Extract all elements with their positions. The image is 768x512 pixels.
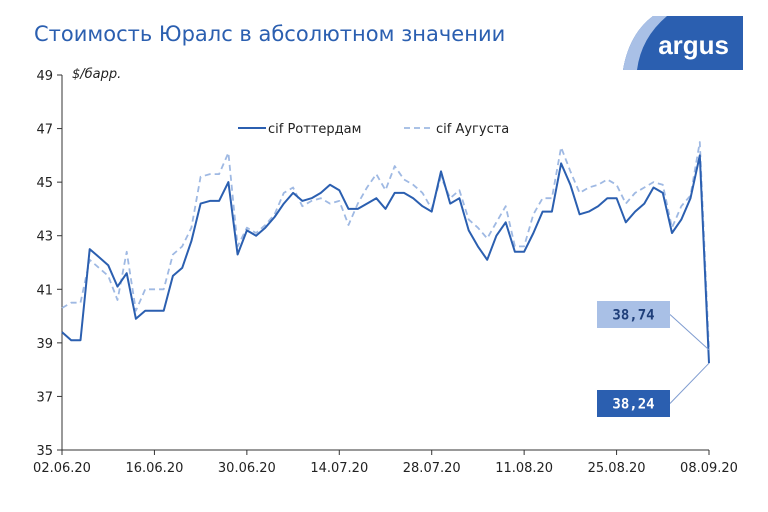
x-tick-labels: 02.06.20 16.06.20 30.06.20 14.07.20 28.07.20…	[33, 461, 738, 476]
x-tick-label: 25.08.20	[588, 461, 646, 476]
y-tick-label: 47	[36, 123, 53, 138]
series-line-rotterdam	[61, 154, 710, 364]
x-tick-label: 08.09.20	[680, 461, 738, 476]
y-tick-labels: 35 37 39 41 43 45 47 49	[36, 69, 53, 459]
y-tick-label: 41	[36, 283, 53, 298]
legend-label-rotterdam: cif Роттердам	[268, 122, 361, 137]
callout-label-rotterdam: 38,24	[612, 397, 654, 413]
series-lines	[61, 141, 710, 364]
legend-label-augusta: cif Аугуста	[436, 122, 509, 137]
y-axis-unit-label: $/барр.	[72, 67, 121, 82]
axes	[57, 74, 710, 455]
x-tick-label: 28.07.20	[403, 461, 461, 476]
logo-text: argus	[658, 30, 729, 60]
x-tick-label: 30.06.20	[218, 461, 276, 476]
data-callouts: 38,74 38,24	[597, 301, 710, 417]
y-tick-label: 37	[36, 390, 53, 405]
x-tick-label: 02.06.20	[33, 461, 91, 476]
y-tick-label: 45	[36, 176, 53, 191]
x-tick-label: 14.07.20	[310, 461, 368, 476]
argus-logo: argus	[611, 16, 743, 70]
y-tick-label: 39	[36, 337, 53, 352]
chart-title: Стоимость Юралс в абсолютном значении	[34, 22, 506, 46]
y-tick-label: 43	[36, 230, 53, 245]
logo-swoosh	[611, 16, 653, 70]
callout-box-rotterdam	[597, 390, 670, 417]
callout-leader-augusta	[669, 314, 710, 351]
y-tick-label: 49	[36, 69, 53, 84]
callout-box-augusta	[597, 301, 670, 328]
logo-swoosh-light	[623, 16, 667, 70]
legend: cif Роттердам cif Аугуста	[238, 122, 509, 137]
x-tick-label: 16.06.20	[125, 461, 183, 476]
y-tick-label: 35	[36, 444, 53, 459]
x-tick-label: 11.08.20	[495, 461, 553, 476]
callout-leader-rotterdam	[669, 362, 710, 404]
callout-label-augusta: 38,74	[612, 308, 654, 324]
series-line-augusta	[61, 141, 710, 350]
